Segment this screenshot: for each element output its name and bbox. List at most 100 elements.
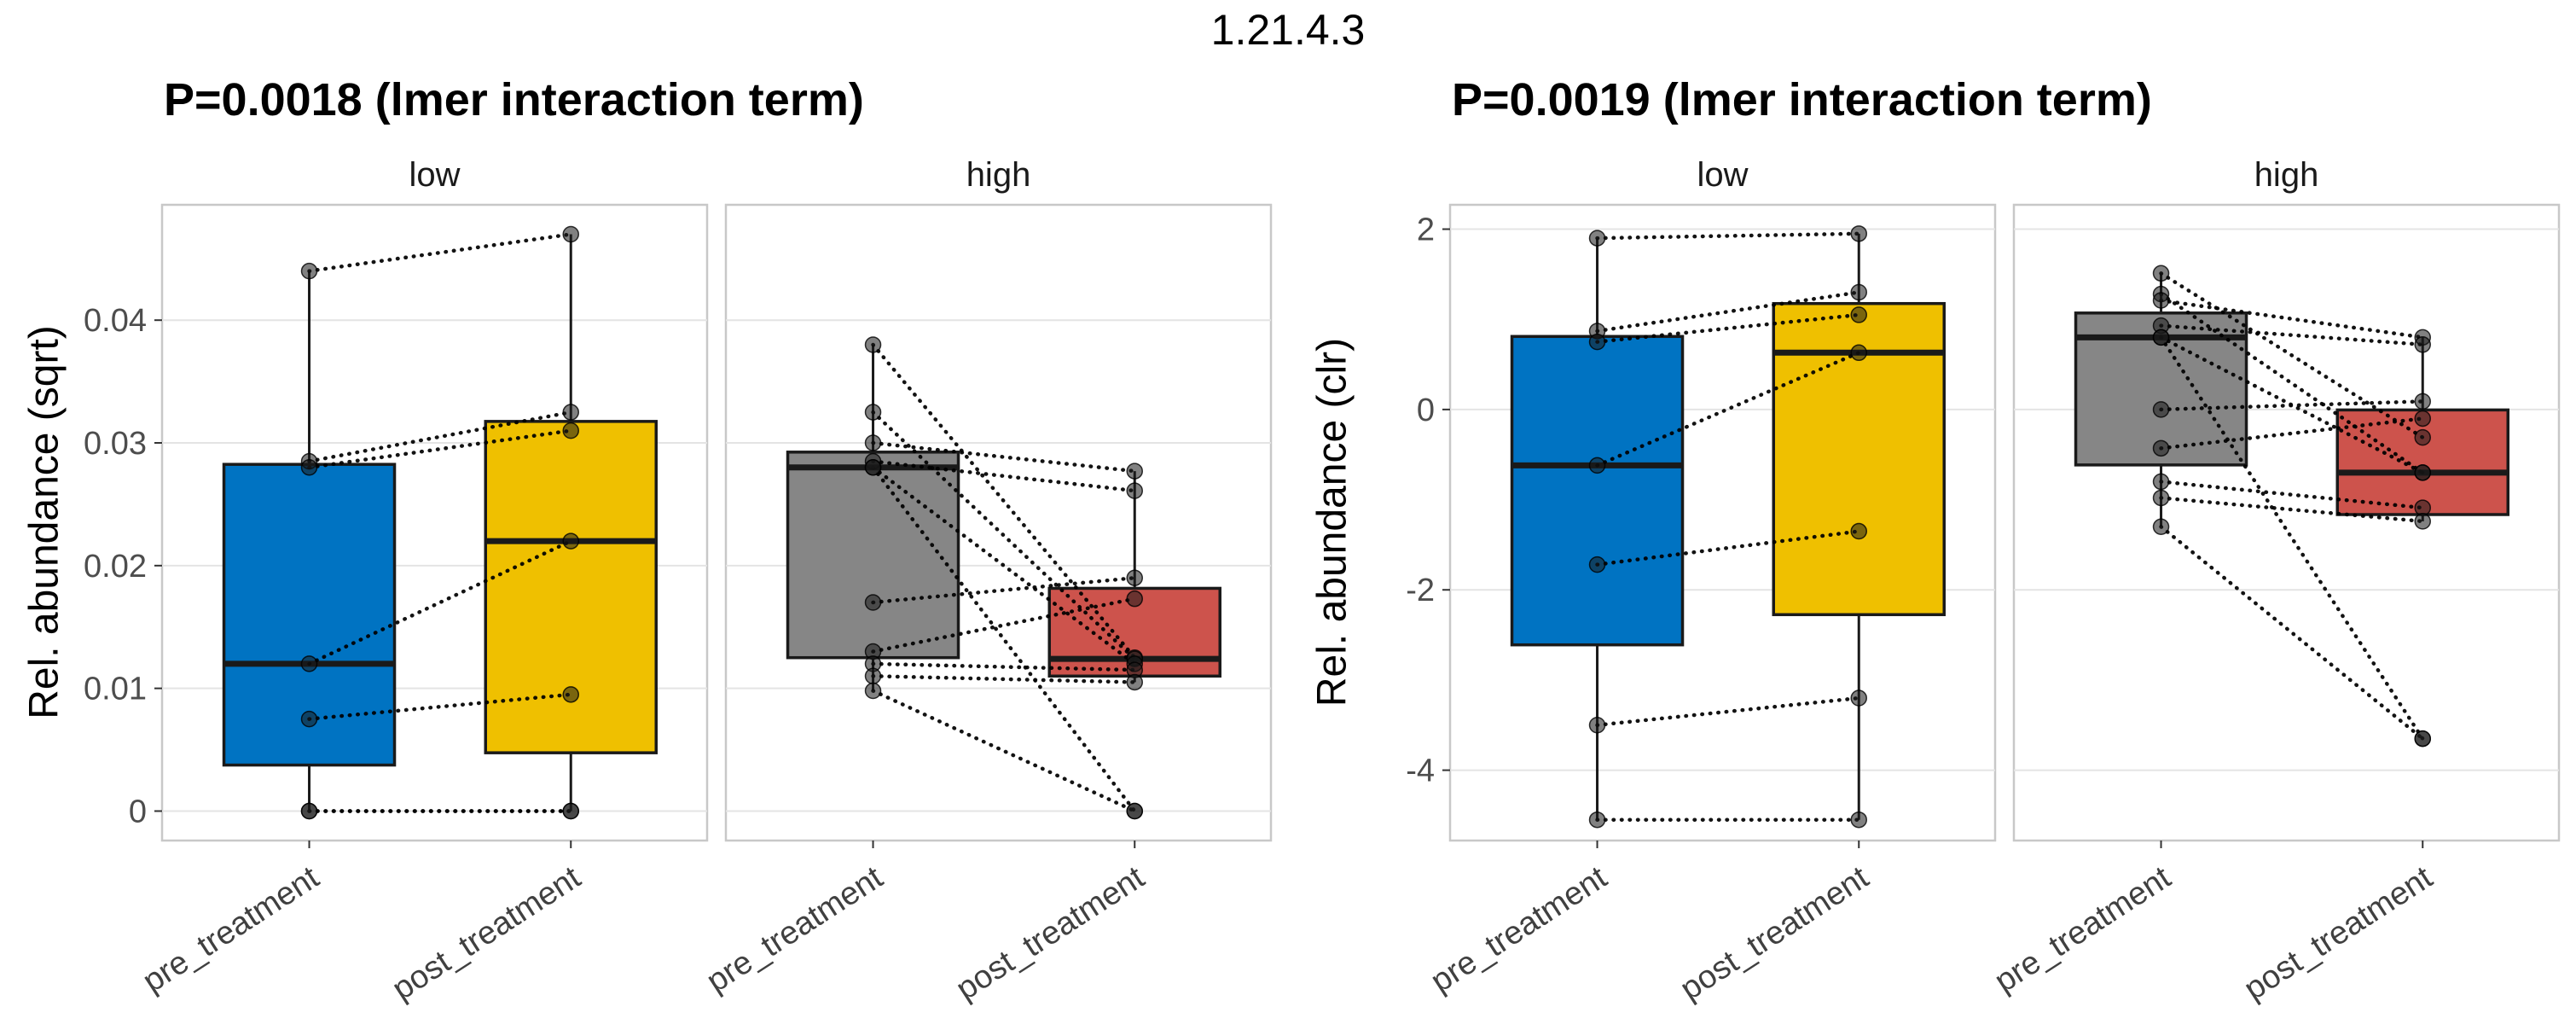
pair-line — [2159, 323, 2425, 347]
y-tick-label--2: -2 — [1406, 573, 1435, 608]
data-point — [864, 594, 882, 611]
box-high-pre_treatment — [786, 451, 960, 660]
data-point — [1588, 556, 1606, 573]
box-low-post_treatment — [484, 420, 658, 754]
data-point — [1126, 569, 1143, 586]
data-point — [2152, 473, 2170, 491]
chart-title-sqrt: P=0.0018 (lmer interaction term) — [164, 74, 864, 125]
pair-line — [307, 692, 573, 721]
y-tick-label-0.02: 0.02 — [84, 549, 147, 585]
y-tick-label-2: 2 — [1417, 212, 1435, 248]
data-point — [1850, 344, 1867, 362]
data-point — [1588, 811, 1606, 829]
pair-line — [871, 575, 1137, 605]
pair-line — [871, 661, 1137, 672]
facet-label-low: low — [1697, 156, 1748, 194]
data-point — [864, 667, 882, 685]
data-point — [300, 459, 318, 476]
pair-line — [2159, 496, 2425, 524]
data-point — [1126, 463, 1143, 480]
data-point — [2152, 401, 2170, 418]
x-tick-label-post_treatment: post_treatment — [386, 859, 588, 1008]
data-point — [2414, 730, 2431, 748]
data-point — [1126, 482, 1143, 499]
data-point — [2152, 518, 2170, 536]
chart-sqrt: P=0.0018 (lmer interaction term) Rel. ab… — [22, 74, 1273, 1008]
figure-title: 1.21.4.3 — [1210, 6, 1366, 54]
x-tick-label-pre_treatment: pre_treatment — [136, 859, 326, 999]
data-point — [864, 404, 882, 421]
pair-line — [871, 459, 1137, 493]
x-tick-label-pre_treatment: pre_treatment — [1988, 859, 2178, 999]
data-point — [1850, 306, 1867, 323]
pair-line — [1595, 290, 1861, 334]
y-tick-label--4: -4 — [1406, 753, 1435, 789]
pair-line — [2159, 298, 2425, 340]
data-point — [300, 710, 318, 728]
data-point — [2414, 410, 2431, 428]
data-point — [1126, 673, 1143, 691]
pair-line — [307, 428, 573, 470]
data-point — [1126, 802, 1143, 820]
data-point — [2152, 292, 2170, 309]
data-point — [562, 532, 579, 550]
x-tick-label-pre_treatment: pre_treatment — [1424, 859, 1614, 999]
data-point — [864, 336, 882, 353]
chart-canvas-clr: low pre_treatment post_treatment high pre_tr… — [1406, 156, 2561, 1008]
pair-line — [871, 440, 1137, 474]
y-tick-label-0.04: 0.04 — [84, 303, 147, 339]
pair-line — [2159, 271, 2425, 439]
x-tick-label-post_treatment: post_treatment — [950, 859, 1152, 1008]
data-point — [2414, 428, 2431, 446]
data-point — [1850, 689, 1867, 707]
pair-line — [871, 410, 1137, 661]
data-point — [562, 225, 579, 243]
data-point — [864, 459, 882, 476]
y-tick-label-0: 0 — [129, 794, 147, 829]
chart-title-clr: P=0.0019 (lmer interaction term) — [1452, 74, 2152, 125]
data-point — [300, 262, 318, 280]
x-tick-label-post_treatment: post_treatment — [1674, 859, 1876, 1008]
data-point — [1588, 457, 1606, 474]
data-point — [2414, 513, 2431, 530]
pair-line — [2159, 525, 2425, 741]
box-low-pre_treatment — [1510, 335, 1685, 647]
x-tick-label-post_treatment: post_treatment — [2238, 859, 2440, 1008]
pair-line — [1595, 231, 1861, 241]
pair-line — [871, 465, 1137, 813]
x-tick-label-pre_treatment: pre_treatment — [700, 859, 890, 999]
pair-line — [871, 674, 1137, 684]
pair-line — [871, 465, 1137, 666]
facet-label-high: high — [966, 156, 1031, 194]
pair-line — [2159, 399, 2425, 412]
data-point — [562, 422, 579, 439]
pair-line — [871, 689, 1137, 813]
data-point — [1588, 333, 1606, 351]
facet-label-high: high — [2254, 156, 2319, 194]
data-point — [2152, 265, 2170, 282]
data-point — [562, 802, 579, 820]
data-point — [300, 655, 318, 672]
data-point — [2152, 439, 2170, 457]
data-point — [2414, 336, 2431, 353]
pair-line — [1595, 529, 1861, 567]
data-point — [2414, 464, 2431, 481]
y-tick-label-0.01: 0.01 — [84, 672, 147, 707]
pair-line — [307, 538, 573, 666]
data-point — [1850, 283, 1867, 301]
data-point — [562, 686, 579, 703]
facet-label-low: low — [409, 156, 460, 194]
data-point — [300, 802, 318, 820]
pair-line — [1595, 312, 1861, 344]
pair-line — [307, 232, 573, 273]
pair-line — [871, 342, 1137, 660]
data-point — [2414, 393, 2431, 410]
data-point — [562, 404, 579, 421]
pair-line — [2159, 416, 2425, 451]
chart-canvas-sqrt: low pre_treatment post_treatment high pre_tr… — [84, 156, 1273, 1008]
pair-line — [1595, 351, 1861, 468]
data-point — [2152, 329, 2170, 346]
pair-line — [1595, 695, 1861, 727]
